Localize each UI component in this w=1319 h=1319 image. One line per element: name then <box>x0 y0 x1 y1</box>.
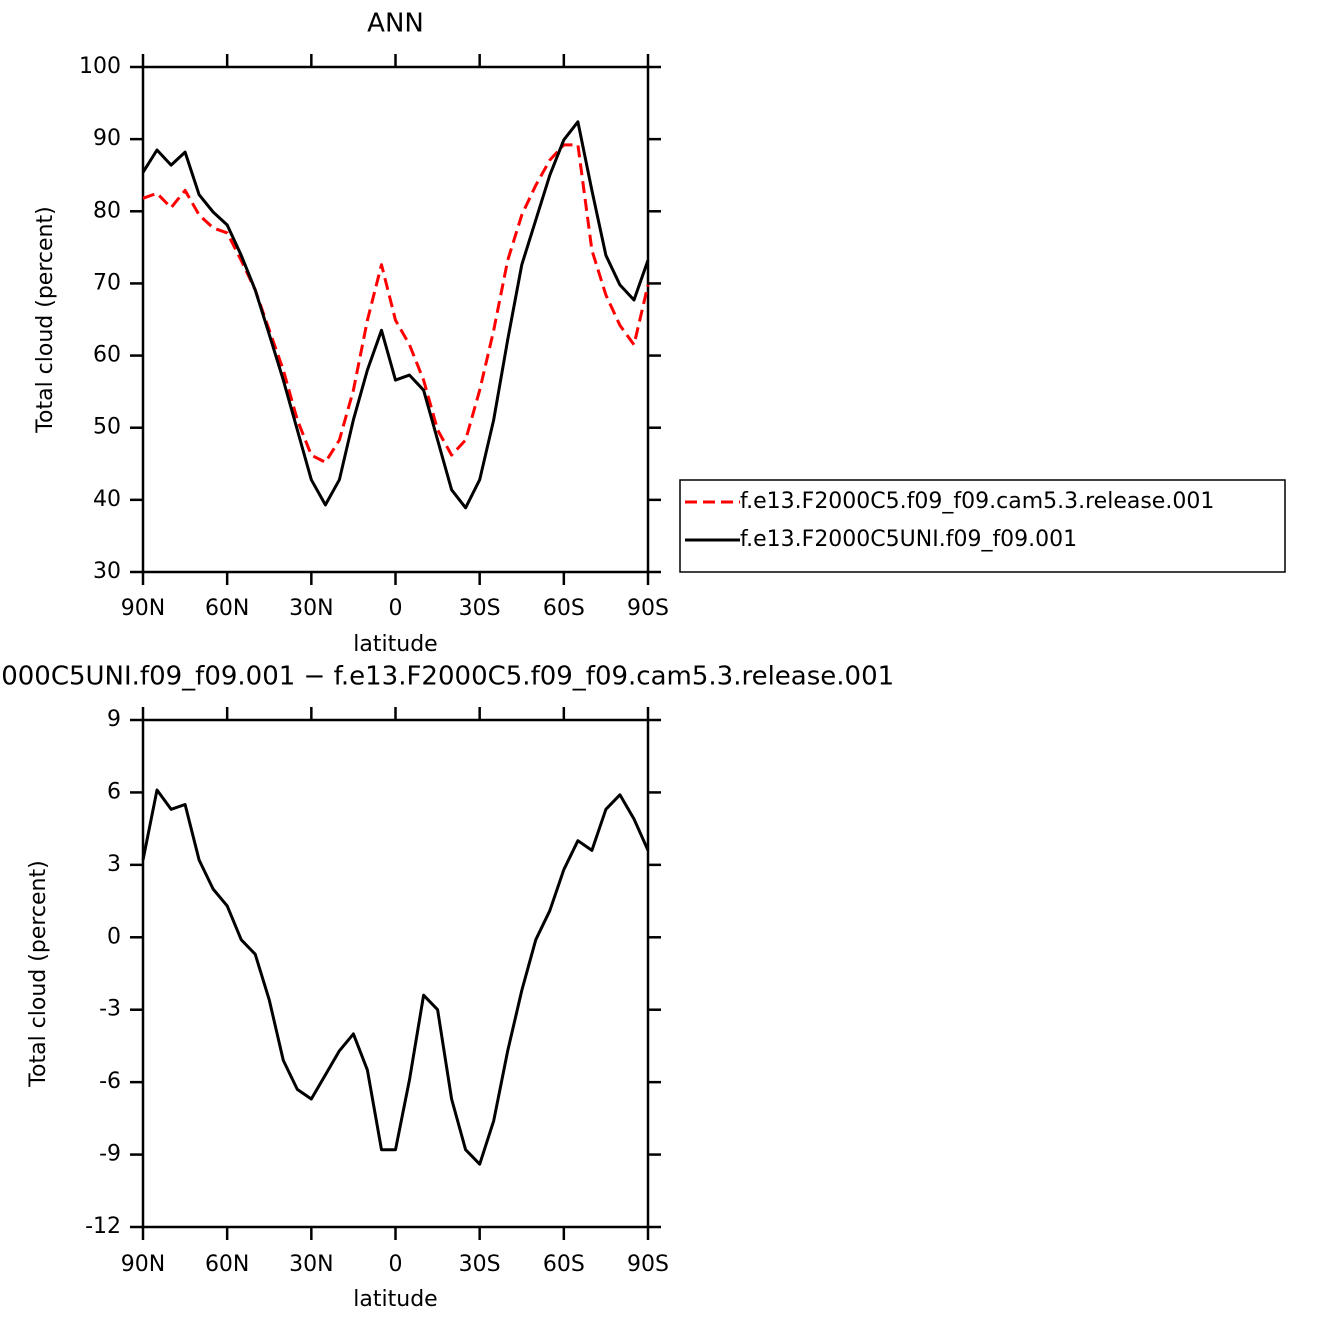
x-tick-label: 90S <box>627 1252 669 1277</box>
x-tick-label: 90N <box>121 1252 165 1277</box>
x-axis-label: latitude <box>353 1287 437 1312</box>
x-tick-label: 60N <box>205 1252 249 1277</box>
x-tick-label: 30S <box>459 596 501 621</box>
y-tick-label: 80 <box>93 198 121 223</box>
x-tick-label: 60S <box>543 1252 585 1277</box>
y-tick-label: 3 <box>107 852 121 877</box>
data-line <box>141 788 650 1166</box>
legend-label: f.e13.F2000C5.f09_f09.cam5.3.release.001 <box>740 489 1214 514</box>
chart-title: ANN <box>367 9 424 39</box>
x-tick-label: 90N <box>121 596 165 621</box>
y-tick-label: 9 <box>107 707 121 732</box>
y-tick-label: -3 <box>99 997 121 1022</box>
y-axis-label: Total cloud (percent) <box>26 860 51 1087</box>
chart-title: f.e13.F2000C5UNI.f09_f09.001 − f.e13.F20… <box>0 662 894 692</box>
y-tick-label: 100 <box>79 54 121 79</box>
legend-label: f.e13.F2000C5UNI.f09_f09.001 <box>740 527 1077 552</box>
x-tick-label: 60S <box>543 596 585 621</box>
y-tick-label: -12 <box>85 1214 121 1239</box>
x-tick-label: 0 <box>389 596 403 621</box>
y-tick-label: 60 <box>93 343 121 368</box>
y-tick-label: 40 <box>93 487 121 512</box>
x-tick-label: 90S <box>627 596 669 621</box>
y-tick-label: 90 <box>93 126 121 151</box>
legend-box <box>679 479 1286 573</box>
data-line <box>141 120 650 510</box>
y-tick-label: 30 <box>93 559 121 584</box>
x-tick-label: 30N <box>289 596 333 621</box>
y-tick-label: 50 <box>93 415 121 440</box>
x-tick-label: 0 <box>389 1252 403 1277</box>
x-tick-label: 30N <box>289 1252 333 1277</box>
x-tick-label: 30S <box>459 1252 501 1277</box>
y-tick-label: 70 <box>93 270 121 295</box>
y-axis-label: Total cloud (percent) <box>33 206 58 433</box>
x-axis-label: latitude <box>353 632 437 657</box>
y-tick-label: 6 <box>107 779 121 804</box>
y-tick-label: -6 <box>99 1069 121 1094</box>
y-tick-label: 0 <box>107 924 121 949</box>
data-line <box>142 143 650 464</box>
x-tick-label: 60N <box>205 596 249 621</box>
y-tick-label: -9 <box>99 1142 121 1167</box>
